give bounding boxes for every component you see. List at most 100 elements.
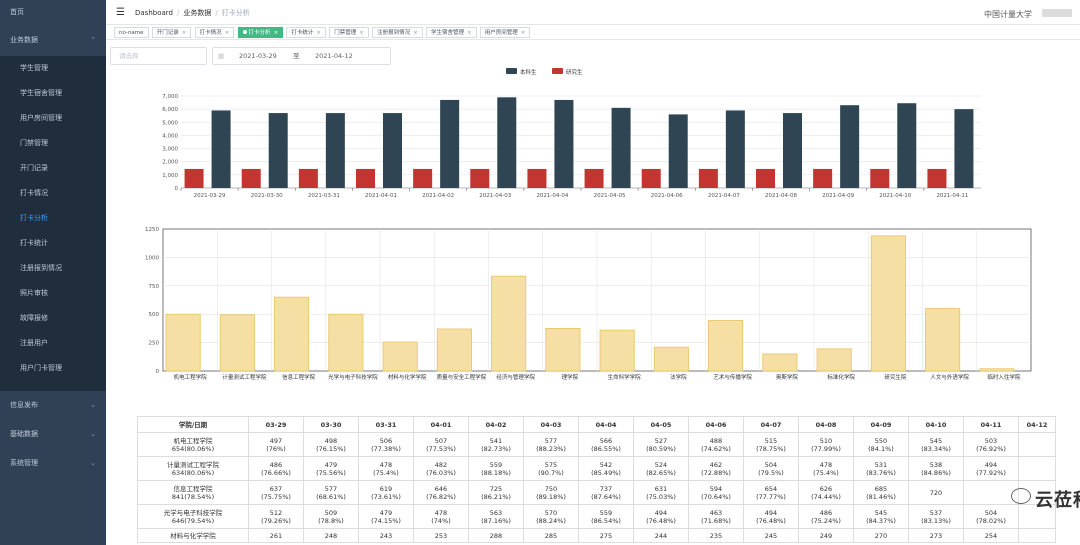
cell-rate: (76.66%) bbox=[261, 468, 291, 477]
cell-count: 285 bbox=[544, 531, 558, 540]
cell-count: 479 bbox=[324, 460, 338, 469]
cell-rate: (71.68%) bbox=[701, 516, 731, 525]
bar-college bbox=[816, 348, 852, 372]
close-icon[interactable]: × bbox=[224, 30, 230, 36]
college-cell: 机电工程学院 654(80.06%) bbox=[137, 432, 249, 457]
close-icon[interactable]: × bbox=[466, 30, 472, 36]
sidebar-item-door-records[interactable]: 开门记录 bbox=[0, 156, 106, 181]
cell-rate: (87.64%) bbox=[591, 492, 621, 501]
table-header-cell: 04-03 bbox=[523, 416, 579, 433]
table-row: 计量测试工程学院 634(80.06%) 486 (76.66%) 479 (75.56%… bbox=[137, 456, 1056, 481]
cell-count: 253 bbox=[434, 531, 448, 540]
bar-undergrad bbox=[497, 97, 517, 188]
tab-no-name[interactable]: no-name bbox=[114, 27, 149, 38]
sidebar-item-access-control[interactable]: 门禁管理 bbox=[0, 131, 106, 156]
cell-rate: (76.48%) bbox=[646, 516, 676, 525]
sidebar-item-door-card[interactable]: 用户门卡管理 bbox=[0, 356, 106, 381]
x-tick-label: 光学与电子科技学院 bbox=[328, 373, 378, 381]
cell-count: 631 bbox=[654, 484, 668, 493]
sidebar-item-label: 故障报修 bbox=[20, 314, 48, 322]
close-icon[interactable]: × bbox=[181, 30, 187, 36]
tab-checkin-status[interactable]: 打卡情况 × bbox=[194, 27, 235, 38]
sidebar-item-room-management[interactable]: 用户房间管理 bbox=[0, 106, 106, 131]
table-cell: 646 (76.82%) bbox=[413, 480, 469, 505]
cell-count: 510 bbox=[819, 436, 833, 445]
cell-rate: (68.61%) bbox=[316, 492, 346, 501]
cell-rate: (76.92%) bbox=[976, 444, 1006, 453]
tab-checkin-stats[interactable]: 打卡统计 × bbox=[286, 27, 326, 38]
sidebar-item-basic-data[interactable]: 基础数据 ⌄ bbox=[0, 420, 106, 449]
breadcrumb-item[interactable]: 业务数据 bbox=[183, 9, 212, 17]
legend-label: 研究生 bbox=[566, 68, 583, 76]
table-cell: 524 (82.65%) bbox=[633, 456, 689, 481]
table-header-cell: 03-31 bbox=[358, 416, 414, 433]
cell-rate: (88.24%) bbox=[536, 516, 566, 525]
cell-count: 261 bbox=[269, 531, 283, 540]
date-end[interactable]: 2021-04-12 bbox=[315, 52, 353, 60]
table-cell: 462 (72.88%) bbox=[688, 456, 744, 481]
close-icon[interactable]: × bbox=[413, 30, 418, 36]
table-header-cell: 学院/日期 bbox=[137, 416, 249, 433]
avatar[interactable] bbox=[1042, 9, 1072, 17]
sidebar-item-system[interactable]: 系统管理 ⌄ bbox=[0, 449, 106, 478]
sidebar-item-home[interactable]: 首页 bbox=[0, 0, 106, 25]
cell-count: 494 bbox=[764, 508, 778, 517]
bar-undergrad bbox=[325, 113, 345, 188]
cell-count: 646 bbox=[434, 484, 448, 493]
sidebar-item-publish[interactable]: 信息发布 ⌄ bbox=[0, 391, 106, 420]
sidebar-item-checkin-stats[interactable]: 打卡统计 bbox=[0, 231, 106, 256]
table-cell: 507 (77.53%) bbox=[413, 432, 469, 457]
bar-grad bbox=[527, 168, 547, 188]
tab-room-management[interactable]: 用户房间管理 × bbox=[479, 27, 531, 38]
sidebar-item-business-data[interactable]: 业务数据 ⌃ bbox=[0, 25, 106, 56]
tab-checkin-analysis[interactable]: 打卡分析 × bbox=[237, 27, 284, 38]
cell-count: 577 bbox=[324, 484, 338, 493]
sidebar-item-checkin-analysis[interactable]: 打卡分析 bbox=[0, 206, 106, 231]
tab-access-control[interactable]: 门禁管理 × bbox=[329, 27, 369, 38]
table-cell: 626 (74.44%) bbox=[798, 480, 854, 505]
close-icon[interactable]: × bbox=[359, 30, 364, 36]
date-start[interactable]: 2021-03-29 bbox=[239, 52, 277, 60]
status-select[interactable]: 请选择 bbox=[110, 47, 207, 65]
tab-registration[interactable]: 注册报到情况 × bbox=[372, 27, 423, 38]
cell-count: 737 bbox=[599, 484, 613, 493]
cell-count: 509 bbox=[324, 508, 338, 517]
sidebar-item-checkin-status[interactable]: 打卡情况 bbox=[0, 181, 106, 206]
sidebar-divider bbox=[0, 381, 106, 391]
cell-count: 478 bbox=[434, 508, 448, 517]
sidebar-item-repair[interactable]: 故障报修 bbox=[0, 306, 106, 331]
sidebar-item-registered-users[interactable]: 注册用户 bbox=[0, 331, 106, 356]
close-icon[interactable]: × bbox=[316, 30, 321, 36]
close-icon[interactable]: × bbox=[520, 30, 526, 36]
date-range-picker[interactable]: ▦ 2021-03-29 至 2021-04-12 bbox=[212, 47, 391, 65]
bar-grad bbox=[356, 168, 375, 188]
close-icon[interactable]: × bbox=[273, 30, 279, 36]
college-total: 634(80.06%) bbox=[171, 468, 215, 477]
chevron-down-icon: ⌄ bbox=[90, 459, 96, 467]
sidebar-item-registration[interactable]: 注册报到情况 bbox=[0, 256, 106, 281]
tab-dorm-management[interactable]: 学生宿舍管理 × bbox=[425, 27, 477, 38]
sidebar-item-dorm-management[interactable]: 学生宿舍管理 bbox=[0, 81, 106, 106]
sidebar-item-photo-review[interactable]: 照片审核 bbox=[0, 281, 106, 306]
table-cell: 538 (84.86%) bbox=[908, 456, 964, 481]
table-cell: 577 (68.61%) bbox=[303, 480, 359, 505]
cell-count: 563 bbox=[489, 508, 503, 517]
table-cell bbox=[1018, 456, 1056, 481]
table-cell: 285 bbox=[523, 528, 579, 543]
bar-college bbox=[979, 368, 1015, 372]
x-tick-label: 2021-03-31 bbox=[308, 193, 340, 199]
breadcrumb-item[interactable]: Dashboard bbox=[135, 9, 173, 17]
sidebar-item-student-management[interactable]: 学生管理 bbox=[0, 56, 106, 81]
cell-count: 462 bbox=[709, 460, 723, 469]
cell-rate: (83.13%) bbox=[921, 516, 951, 525]
cell-rate: (72.88%) bbox=[701, 468, 731, 477]
table-header-cell: 03-30 bbox=[303, 416, 359, 433]
sidebar-item-label: 打卡情况 bbox=[20, 189, 48, 197]
y-tick-label: 0 bbox=[175, 186, 179, 192]
cell-rate: (75.75%) bbox=[261, 492, 291, 501]
y-tick-label: 250 bbox=[149, 341, 160, 347]
tab-door-records[interactable]: 开门记录 × bbox=[151, 27, 192, 38]
cell-count: 254 bbox=[984, 531, 998, 540]
table-cell: 275 bbox=[578, 528, 634, 543]
hamburger-icon[interactable]: ☰ bbox=[116, 7, 125, 18]
